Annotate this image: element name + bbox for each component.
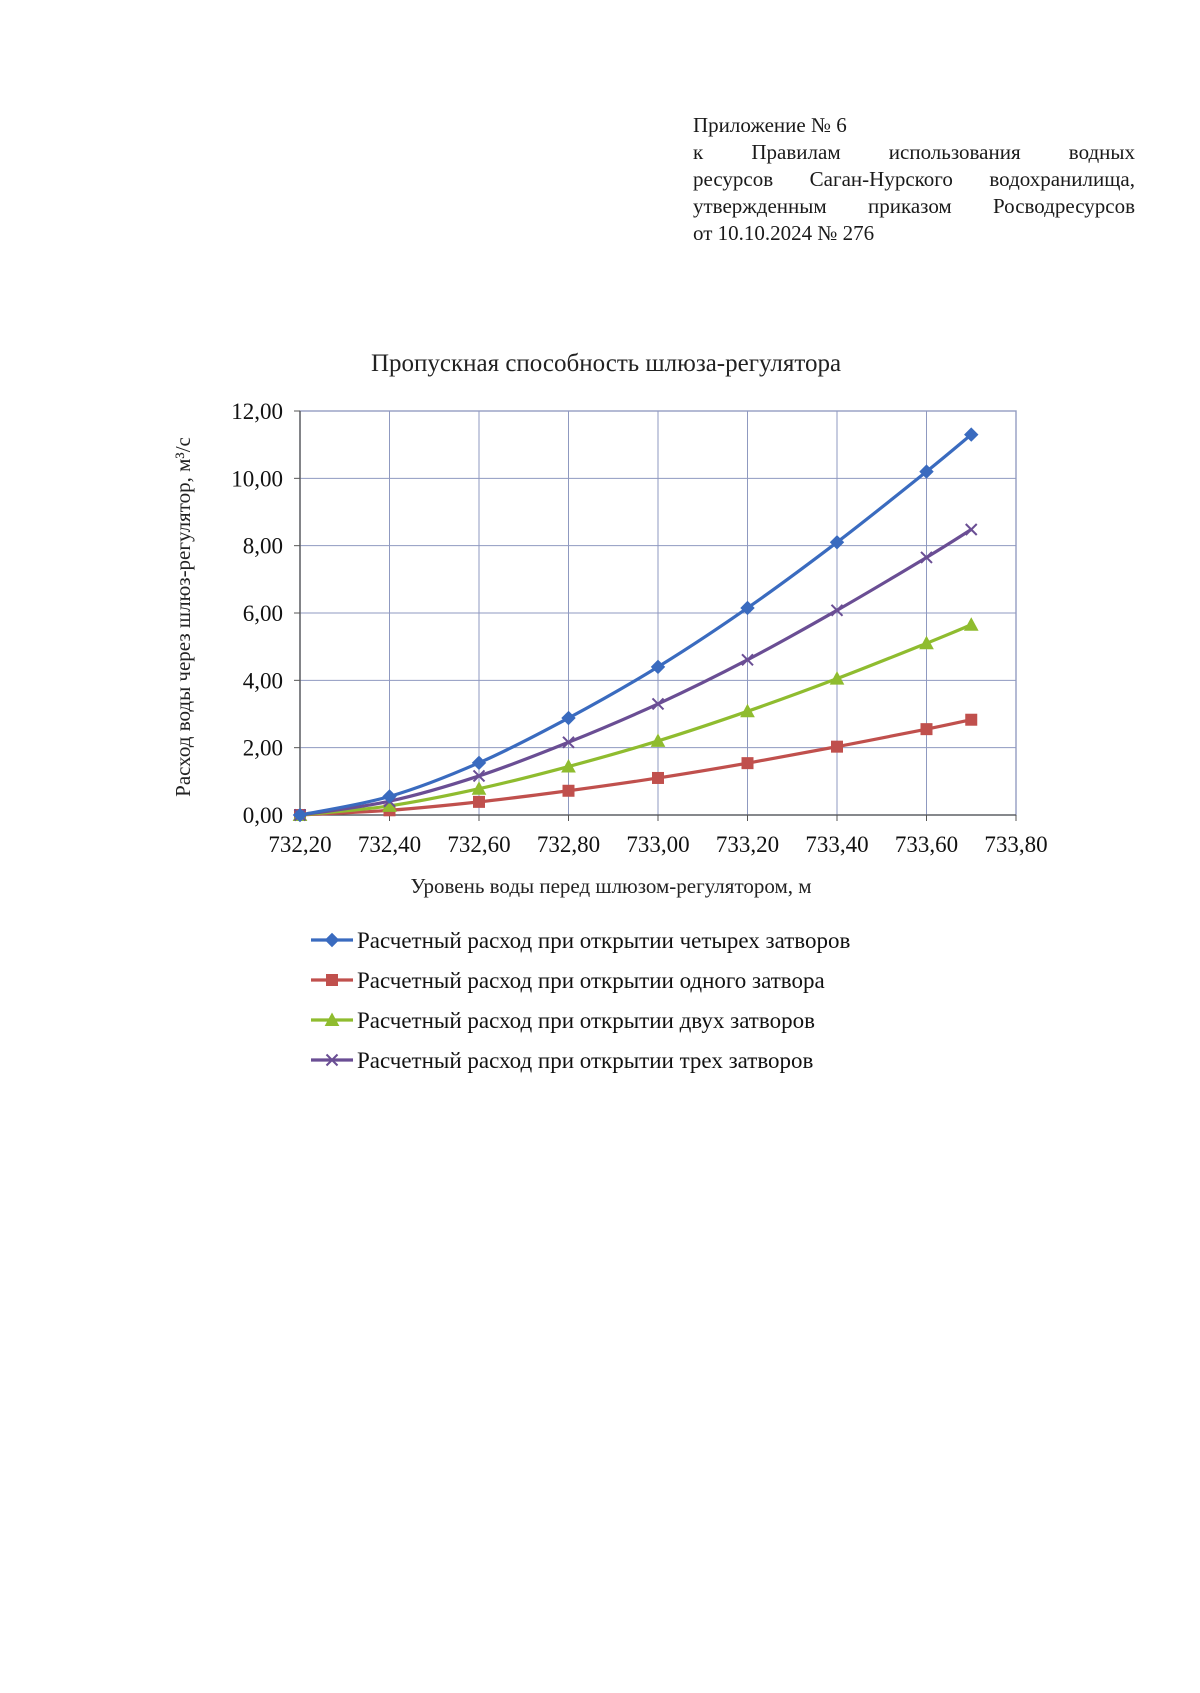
- chart-title: Пропускная способность шлюза-регулятора: [371, 350, 841, 377]
- legend-label: Расчетный расход при открытии трех затво…: [357, 1048, 814, 1073]
- legend-item: Расчетный расход при открытии четырех за…: [311, 928, 850, 953]
- data-point: [919, 635, 934, 650]
- marker-x-stroke: [651, 697, 665, 711]
- marker-x-stroke: [325, 1053, 339, 1067]
- data-point: [741, 757, 754, 770]
- appendix-line-order: утвержденным приказом Росводресурсов: [693, 194, 1135, 218]
- data-point: [965, 523, 978, 536]
- x-tick-label: 732,60: [447, 832, 510, 857]
- x-tick-label: 733,00: [626, 832, 689, 857]
- x-tick-label: 733,60: [895, 832, 958, 857]
- series: [292, 427, 979, 823]
- y-tick-label: 2,00: [243, 736, 283, 761]
- marker-x-stroke: [965, 523, 978, 536]
- data-point: [830, 604, 844, 617]
- legend-marker: [326, 974, 338, 986]
- data-point: [964, 427, 979, 442]
- data-point: [965, 713, 978, 726]
- legend-marker: [324, 1012, 340, 1026]
- marker-x-stroke: [741, 653, 754, 667]
- y-tick-label: 12,00: [231, 399, 283, 424]
- marker-x-stroke: [562, 736, 575, 749]
- legend-item: Расчетный расход при открытии трех затво…: [311, 1048, 814, 1073]
- y-tick-label: 4,00: [243, 668, 283, 693]
- data-point: [829, 671, 845, 685]
- data-point: [561, 758, 576, 773]
- y-tick-label: 0,00: [243, 803, 283, 828]
- marker-x-stroke: [830, 604, 844, 617]
- x-tick-label: 733,40: [805, 832, 868, 857]
- data-point: [562, 784, 575, 797]
- legend: Расчетный расход при открытии четырех за…: [311, 928, 850, 1073]
- axes: 732,20 732,40 732,60 732,80 733,00 733,20 733,…: [231, 399, 1047, 857]
- data-point: [473, 795, 485, 808]
- marker-x-stroke: [920, 551, 933, 564]
- data-point: [561, 710, 576, 726]
- data-point: [292, 807, 308, 823]
- data-point: [652, 771, 664, 784]
- appendix-number: Приложение № 6: [693, 113, 847, 137]
- appendix-line-reservoir: ресурсов Саган-Нурского водохранилища,: [693, 167, 1135, 191]
- y-axis-label: Расход воды через шлюз-регулятор, м³/с: [171, 437, 195, 797]
- data-point: [650, 733, 666, 747]
- appendix-line-rules: к Правилам использования водных: [693, 140, 1135, 164]
- legend-label: Расчетный расход при открытии четырех за…: [357, 928, 850, 953]
- appendix-header: Приложение № 6 к Правилам использования …: [693, 112, 1135, 247]
- data-point: [920, 551, 933, 564]
- x-tick-label: 733,20: [716, 832, 779, 857]
- legend-item: Расчетный расход при открытии одного зат…: [311, 968, 825, 993]
- data-point: [650, 659, 666, 675]
- x-axis-label: Уровень воды перед шлюзом-регулятором, м: [410, 874, 811, 898]
- series-1: [292, 427, 979, 823]
- legend-label: Расчетный расход при открытии двух затво…: [357, 1008, 815, 1033]
- y-tick-label: 8,00: [243, 534, 283, 559]
- appendix-line-date: от 10.10.2024 № 276: [693, 221, 875, 245]
- data-point: [741, 653, 754, 667]
- x-tick-label: 732,40: [358, 832, 421, 857]
- y-tick-label: 10,00: [231, 466, 283, 491]
- data-point: [831, 740, 843, 753]
- marker-x-stroke: [472, 769, 486, 783]
- data-point: [562, 736, 575, 749]
- data-point: [472, 769, 486, 783]
- grid: [299, 410, 1017, 816]
- data-point: [471, 755, 487, 771]
- data-point: [829, 535, 845, 550]
- legend-marker: [324, 932, 340, 948]
- x-tick-label: 733,80: [984, 832, 1047, 857]
- data-point: [920, 723, 933, 736]
- data-point: [651, 697, 665, 711]
- data-point: [963, 617, 979, 631]
- x-tick-label: 732,20: [268, 832, 331, 857]
- data-point: [471, 781, 487, 795]
- data-point: [919, 464, 934, 479]
- y-tick-label: 6,00: [243, 601, 283, 626]
- data-point: [740, 600, 755, 616]
- legend-label: Расчетный расход при открытии одного зат…: [357, 968, 825, 993]
- data-point: [382, 789, 397, 804]
- x-tick-label: 732,80: [537, 832, 600, 857]
- legend-marker: [325, 1053, 339, 1067]
- data-point: [740, 703, 755, 718]
- legend-item: Расчетный расход при открытии двух затво…: [311, 1008, 815, 1033]
